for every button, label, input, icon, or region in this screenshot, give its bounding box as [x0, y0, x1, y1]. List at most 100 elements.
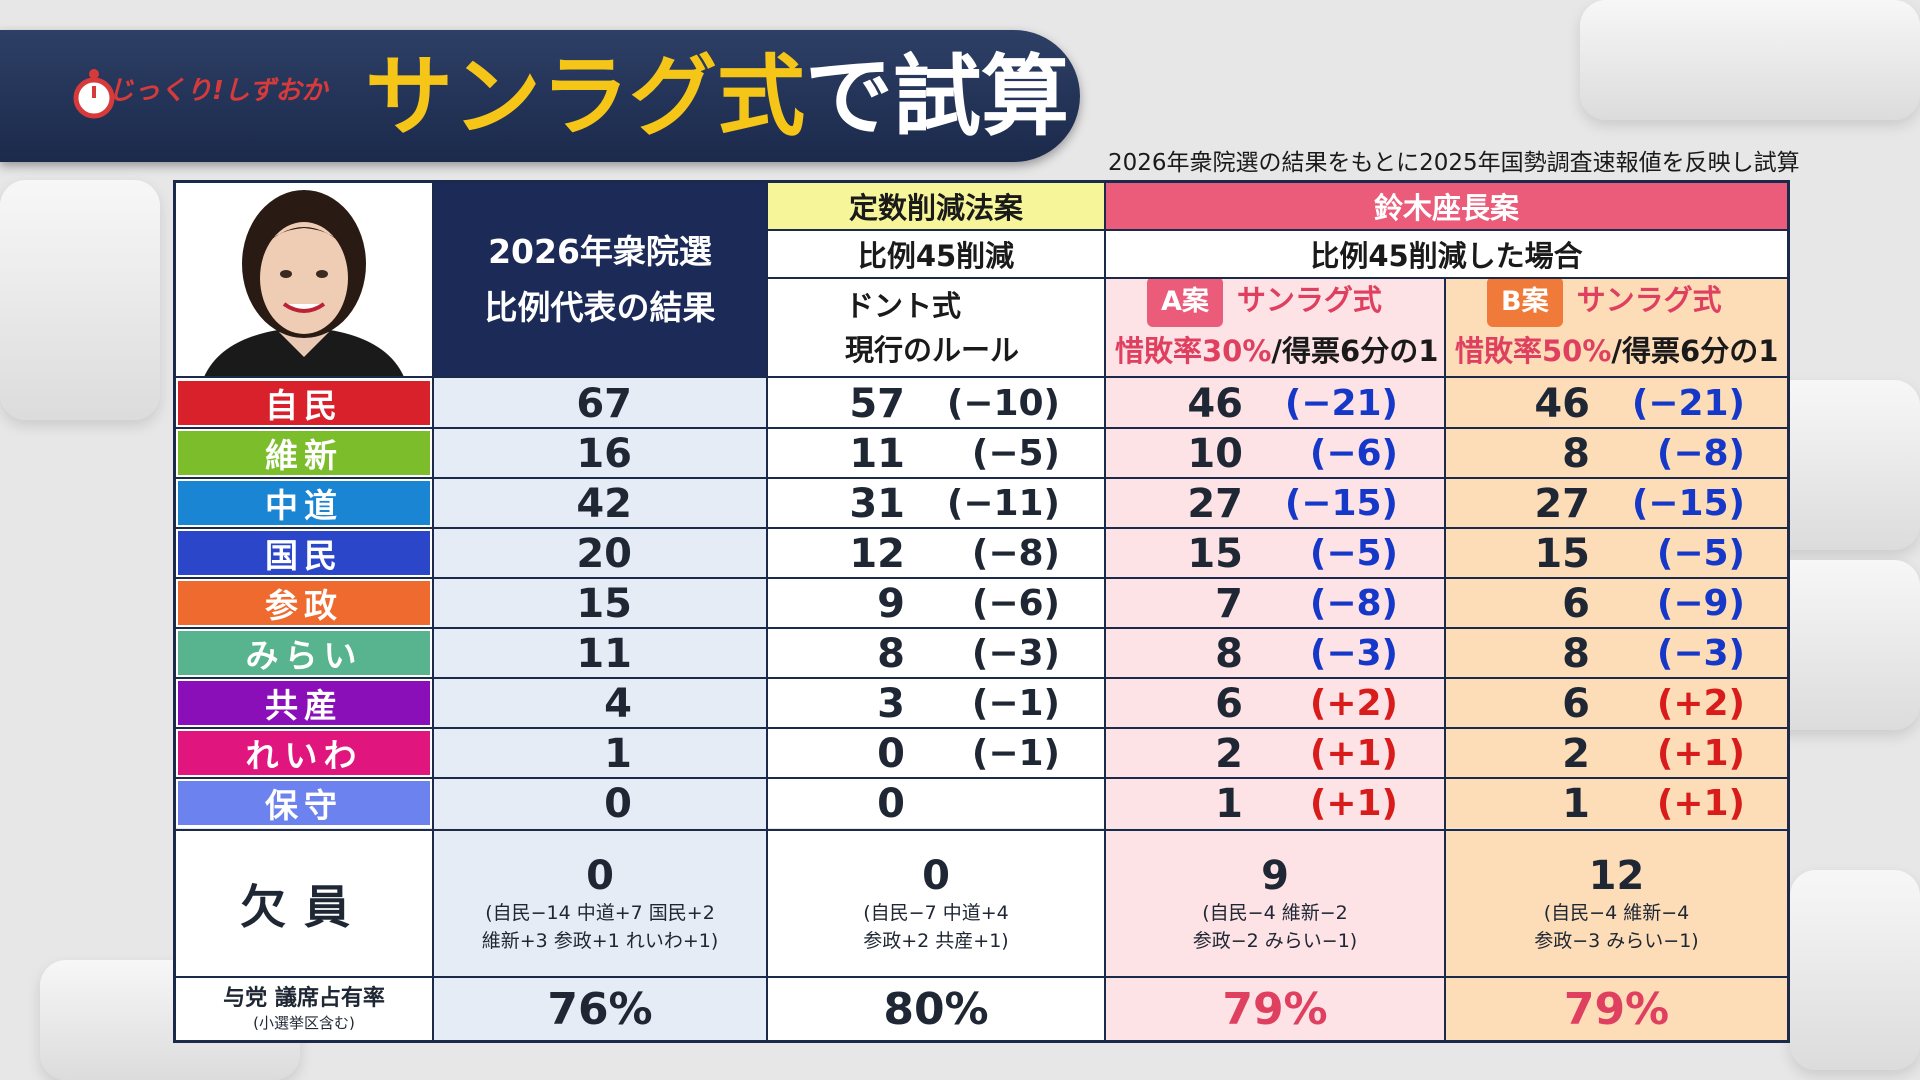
- seat-count: 2: [1562, 731, 1590, 777]
- seat-cell-b: [433, 528, 767, 578]
- vacancy-b-detail2: 維新+3 参政+1 れいわ+1): [481, 929, 719, 952]
- seat-count: 4: [604, 681, 632, 727]
- seat-cell-c: [767, 428, 1105, 478]
- row-divider: [173, 777, 1790, 779]
- seat-change: (−5): [1656, 533, 1745, 574]
- seat-change: (+1): [1656, 783, 1745, 824]
- header-divider: [767, 277, 1788, 279]
- plan-b-method: サンラグ式: [1576, 282, 1722, 317]
- party-color-chip: 保守: [178, 781, 430, 825]
- seat-count: 27: [1187, 481, 1243, 527]
- seat-count: 1: [1215, 781, 1243, 827]
- seat-cell-d: [1105, 728, 1445, 778]
- row-divider: [173, 627, 1790, 629]
- seat-cell-c: [767, 478, 1105, 528]
- seat-change: (+1): [1309, 783, 1398, 824]
- vacancy-c-detail2: 参政+2 共産+1): [863, 929, 1009, 952]
- subtitle: 2026年衆院選の結果をもとに2025年国勢調査速報値を反映し試算: [1108, 150, 1800, 176]
- vacancy-d: 9 (自民−4 維新−2 参政−2 みらい−1): [1105, 830, 1445, 977]
- header-bar: [0, 30, 1080, 162]
- party-label-cell: 共産: [175, 678, 433, 728]
- seat-cell-c: [767, 778, 1105, 828]
- col-d-header: A案 サンラグ式 惜敗率30%/得票6分の1: [1105, 278, 1445, 377]
- seat-cell-b: [433, 378, 767, 428]
- method-dhondt: ドント式: [845, 288, 962, 323]
- vacancy-label-cell: 欠員: [175, 830, 433, 977]
- vacancy-e: 12 (自民−4 維新−4 参政−3 みらい−1): [1445, 830, 1788, 977]
- seat-change: (−8): [971, 533, 1060, 574]
- seat-change: (−1): [971, 733, 1060, 774]
- bill-label: 定数削減法案: [848, 191, 1023, 225]
- party-color-chip: 共産: [178, 681, 430, 725]
- row-divider: [173, 427, 1790, 429]
- seat-count: 27: [1534, 481, 1590, 527]
- seat-cell-d: [1105, 378, 1445, 428]
- seat-cell-b: [433, 578, 767, 628]
- seat-count: 3: [877, 681, 905, 727]
- seat-cell-e: [1445, 678, 1788, 728]
- plan-a-method: サンラグ式: [1236, 282, 1382, 317]
- col-b-header-line2: 比例代表の結果: [484, 287, 716, 327]
- seat-cell-d: [1105, 778, 1445, 828]
- seat-count: 15: [1187, 531, 1243, 577]
- seat-count: 6: [1562, 681, 1590, 727]
- party-name: れいわ: [245, 736, 363, 775]
- clock-icon: [73, 69, 115, 119]
- plan-b-tag: B案: [1487, 278, 1563, 327]
- party-label-cell: 維新: [175, 428, 433, 478]
- row-divider: [173, 527, 1790, 529]
- seat-cell-d: [1105, 478, 1445, 528]
- col-c-header-mid: 比例45削減: [767, 230, 1105, 278]
- seat-cell-b: [433, 778, 767, 828]
- seat-cell-d: [1105, 628, 1445, 678]
- party-label-cell: 国民: [175, 528, 433, 578]
- vacancy-e-detail2: 参政−3 みらい−1): [1534, 929, 1699, 952]
- vacancy-label: 欠員: [240, 879, 368, 934]
- seat-cell-e: [1445, 378, 1788, 428]
- share-d-value: 79%: [1222, 983, 1328, 1035]
- row-divider: [173, 477, 1790, 479]
- vacancy-e-value: 12: [1588, 852, 1645, 899]
- seat-count: 42: [576, 481, 632, 527]
- vacancy-c: 0 (自民−7 中道+4 参政+2 共産+1): [767, 830, 1105, 977]
- seat-change: (−15): [1284, 483, 1398, 524]
- share-label: 与党 議席占有率: [223, 986, 385, 1011]
- party-color-chip: 維新: [178, 431, 430, 475]
- seat-count: 6: [1562, 581, 1590, 627]
- seat-count: 46: [1534, 381, 1590, 427]
- col-de-header-mid: 比例45削減した場合: [1105, 230, 1788, 278]
- party-label-cell: 参政: [175, 578, 433, 628]
- seat-change: (−21): [1631, 383, 1745, 424]
- seat-cell-c: [767, 528, 1105, 578]
- seat-change: (−15): [1631, 483, 1745, 524]
- vacancy-d-value: 9: [1261, 852, 1289, 899]
- seat-cell-c: [767, 728, 1105, 778]
- row-divider: [173, 577, 1790, 579]
- seat-cell-c: [767, 378, 1105, 428]
- seat-count: 31: [849, 481, 905, 527]
- seat-cell-b: [433, 728, 767, 778]
- seat-cell-e: [1445, 578, 1788, 628]
- seat-change: (−8): [1656, 433, 1745, 474]
- seat-count: 11: [849, 431, 905, 477]
- col-divider: [766, 180, 768, 1043]
- party-label-cell: 中道: [175, 478, 433, 528]
- background-block: [1580, 0, 1920, 120]
- row-divider: [173, 976, 1790, 978]
- vacancy-c-value: 0: [922, 852, 950, 899]
- plan-b-rule-rest: /得票6分の1: [1611, 333, 1779, 368]
- vacancy-b: 0 (自民−14 中道+7 国民+2 維新+3 参政+1 れいわ+1): [433, 830, 767, 977]
- seat-change: (−5): [1309, 533, 1398, 574]
- table-border-right: [1787, 180, 1790, 1043]
- seat-cell-b: [433, 628, 767, 678]
- share-e: 79%: [1445, 977, 1788, 1041]
- share-sublabel: (小選挙区含む): [253, 1014, 355, 1032]
- seat-change: (−8): [1309, 583, 1398, 624]
- table-border-left: [173, 180, 176, 1043]
- seat-cell-b: [433, 678, 767, 728]
- party-label-cell: 自民: [175, 378, 433, 428]
- seat-change: (−6): [971, 583, 1060, 624]
- party-color-chip: 自民: [178, 381, 430, 425]
- background-block: [1790, 870, 1920, 1070]
- page-title: サンラグ式で試算: [365, 42, 1069, 152]
